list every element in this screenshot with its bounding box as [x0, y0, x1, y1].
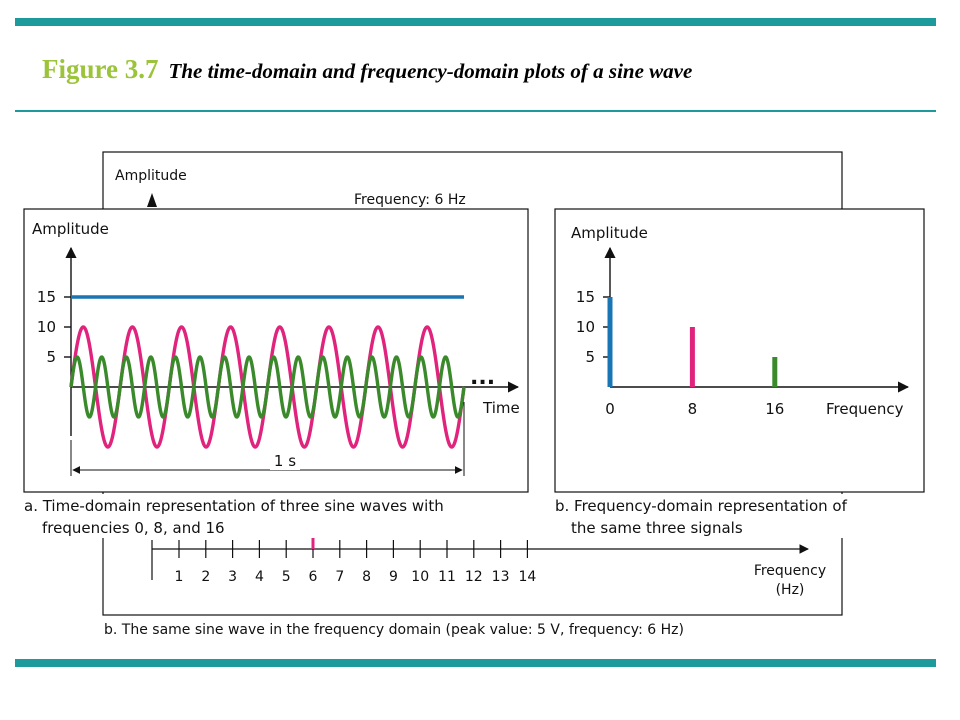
frequency-domain-y-tick-label: 10: [576, 318, 595, 336]
background-tick-label: 9: [389, 569, 398, 585]
background-tick-label: 12: [465, 569, 483, 585]
frequency-tick-label: 8: [688, 400, 698, 418]
background-x-axis-label-line1: Frequency: [754, 563, 826, 579]
frequency-domain-bars: 0 8 16: [605, 297, 784, 418]
time-domain-y-axis-label: Amplitude: [32, 220, 109, 238]
frequency-tick-label: 0: [605, 400, 615, 418]
time-domain-y-tick-label: 10: [37, 318, 56, 336]
background-x-axis-label-line2: (Hz): [776, 582, 805, 598]
background-tick-label: 10: [411, 569, 429, 585]
top-rule: [15, 18, 936, 26]
background-y-axis-label: Amplitude: [115, 168, 187, 184]
background-y-axis-arrow: [147, 193, 157, 207]
frequency-domain-frame: [554, 208, 925, 493]
frequency-bar-16: [772, 357, 778, 387]
background-tick-label: 7: [335, 569, 344, 585]
time-domain-ellipsis: ...: [470, 365, 495, 390]
time-domain-y-tick-label: 5: [46, 348, 56, 366]
time-domain-y-ticks: 5 10 15: [37, 288, 71, 366]
background-tick-label: 4: [255, 569, 264, 585]
frequency-bar-0: [607, 297, 613, 387]
frequency-domain-panel: Amplitude 5 10 15 0 8 16 Frequency: [554, 208, 925, 493]
time-domain-caption-bg: [21, 494, 491, 538]
time-domain-caption-line2: frequencies 0, 8, and 16: [42, 519, 225, 537]
title-underline: [15, 110, 936, 112]
background-tick-label: 6: [309, 569, 318, 585]
frequency-domain-caption-bg: [553, 494, 883, 538]
background-tick-label: 11: [438, 569, 456, 585]
figure-caption: The time-domain and frequency-domain plo…: [168, 59, 693, 83]
background-tick-label: 8: [362, 569, 371, 585]
background-tick-label: 3: [228, 569, 237, 585]
figure-title: Figure 3.7 The time-domain and frequency-…: [42, 54, 692, 85]
frequency-bar-8: [689, 327, 695, 387]
frequency-domain-y-ticks: 5 10 15: [576, 288, 610, 366]
bottom-rule: [15, 659, 936, 667]
frequency-domain-caption-line1: b. Frequency-domain representation of: [555, 497, 848, 515]
sine-wave-16: [69, 355, 466, 419]
background-caption: b. The same sine wave in the frequency d…: [104, 622, 684, 638]
background-tick-label: 5: [282, 569, 291, 585]
frequency-domain-caption-line2: the same three signals: [571, 519, 743, 537]
time-domain-caption-line1: a. Time-domain representation of three s…: [24, 497, 444, 515]
time-domain-frame: [23, 208, 529, 493]
frequency-domain-x-axis-label: Frequency: [826, 400, 904, 418]
background-tick-label: 13: [492, 569, 510, 585]
time-domain-series: [69, 295, 466, 449]
time-domain-panel: Amplitude 5 10 15 ... Time 1 s: [23, 208, 529, 493]
frequency-domain-y-tick-label: 15: [576, 288, 595, 306]
time-domain-y-tick-label: 15: [37, 288, 56, 306]
background-tick-label: 1: [175, 569, 184, 585]
frequency-tick-label: 16: [765, 400, 784, 418]
duration-label-bg: [270, 450, 300, 470]
duration-label: 1 s: [274, 452, 296, 470]
frequency-domain-y-tick-label: 5: [585, 348, 595, 366]
figure-label: Figure 3.7: [42, 54, 159, 84]
background-freq-ticks: 1 2 3 4 5 6 7 8 9 10 11 12 13 14: [175, 536, 536, 585]
background-tick-label: 2: [201, 569, 210, 585]
background-frequency-note: Frequency: 6 Hz: [354, 192, 466, 208]
frequency-domain-y-axis-label: Amplitude: [571, 224, 648, 242]
time-domain-x-axis-label: Time: [482, 399, 520, 417]
background-tick-label: 14: [518, 569, 536, 585]
